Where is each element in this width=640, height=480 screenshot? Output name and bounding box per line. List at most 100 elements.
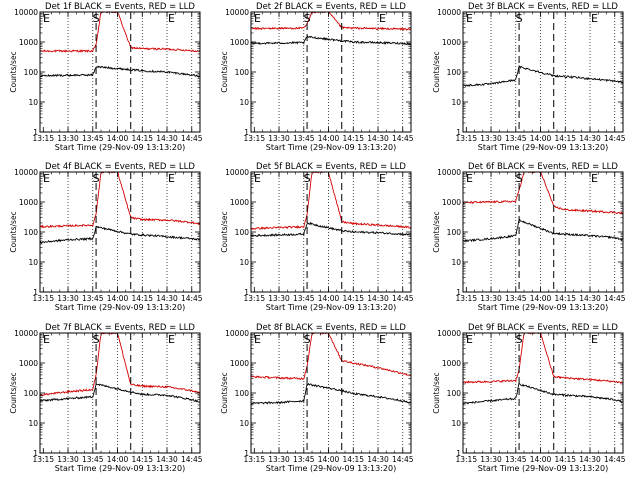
plot-title: Det 2f BLACK = Events, RED = LLD [256,2,406,12]
y-tick-label: 10 [451,258,461,267]
x-tick-label: 14:30 [579,455,601,464]
y-tick-label: 10000 [14,329,38,338]
y-tick-label: 10000 [225,168,249,177]
x-tick-label: 13:45 [82,294,104,303]
y-tick-label: 1000 [442,359,461,368]
y-tick-label: 10000 [437,168,461,177]
x-tick-label: 14:45 [392,455,414,464]
plot-title: Det 7f BLACK = Events, RED = LLD [45,323,195,333]
y-tick-label: 10 [28,98,38,107]
x-tick-label: 14:15 [131,455,153,464]
x-axis-label: Start Time (29-Nov-09 13:13:20) [266,143,396,152]
marker-label: S [304,172,311,185]
y-axis-label: Counts/sec [432,211,441,252]
series-events-line [463,218,623,243]
x-tick-label: 14:00 [107,455,129,464]
edge-label: E [466,172,473,185]
x-axis-label: Start Time (29-Nov-09 13:13:20) [55,143,185,152]
x-tick-label: 14:15 [131,294,153,303]
y-tick-label: 10000 [225,8,249,17]
edge-label: E [591,12,598,25]
x-tick-label: 13:30 [268,455,290,464]
x-tick-label: 14:30 [367,294,389,303]
x-tick-label: 13:15 [455,455,477,464]
series-lld-line [40,333,200,397]
edge-label: E [379,172,386,185]
x-tick-label: 13:45 [82,134,104,143]
y-axis-label: Counts/sec [432,51,441,92]
y-tick-label: 100 [235,228,250,237]
x-tick-label: 14:30 [579,294,601,303]
y-tick-label: 10000 [14,8,38,17]
x-tick-label: 14:00 [107,134,129,143]
y-tick-label: 100 [235,68,250,77]
marker-label: S [304,333,311,346]
x-tick-label: 14:00 [530,455,552,464]
x-tick-label: 13:15 [32,294,54,303]
edge-label: E [379,333,386,346]
x-tick-label: 14:45 [604,134,626,143]
axes-frame [462,332,624,454]
x-tick-label: 14:30 [156,134,178,143]
y-tick-label: 1000 [19,198,38,207]
x-tick-label: 14:00 [530,294,552,303]
axes-frame [39,11,201,133]
edge-label: E [379,12,386,25]
series-events-line [463,382,623,405]
y-axis-label: Counts/sec [9,211,18,252]
y-tick-label: 10000 [437,329,461,338]
series-lld-line [463,172,623,215]
y-tick-label: 1 [456,128,461,137]
y-tick-label: 10 [239,98,249,107]
edge-label: E [591,333,598,346]
x-tick-label: 13:30 [57,294,79,303]
x-tick-label: 13:15 [455,294,477,303]
edge-label: E [43,172,50,185]
y-tick-label: 10000 [437,8,461,17]
series-events-line [40,383,200,403]
y-tick-label: 10 [239,258,249,267]
y-tick-label: 100 [447,389,462,398]
x-tick-label: 13:30 [268,134,290,143]
y-tick-label: 10 [451,98,461,107]
plot-title: Det 5f BLACK = Events, RED = LLD [256,162,406,172]
y-axis-label: Counts/sec [220,372,229,413]
series-lld-line [251,12,411,31]
plot-title: Det 8f BLACK = Events, RED = LLD [256,323,406,333]
x-tick-label: 14:00 [318,455,340,464]
x-tick-label: 14:00 [530,134,552,143]
y-tick-label: 1000 [230,359,249,368]
y-tick-label: 1 [244,449,249,458]
y-tick-label: 10 [239,419,249,428]
y-tick-label: 10000 [225,329,249,338]
x-tick-label: 14:45 [604,294,626,303]
x-tick-label: 13:30 [268,294,290,303]
axes-frame [462,11,624,133]
x-axis-label: Start Time (29-Nov-09 13:13:20) [266,303,396,312]
x-tick-label: 13:45 [505,455,527,464]
plot-title: Det 3f BLACK = Events, RED = LLD [468,2,618,12]
y-tick-label: 1 [456,449,461,458]
x-tick-label: 13:30 [57,455,79,464]
series-events-line [251,35,411,46]
x-tick-label: 14:45 [392,294,414,303]
y-tick-label: 1 [244,128,249,137]
x-tick-label: 13:15 [243,294,265,303]
x-tick-label: 14:15 [342,134,364,143]
y-tick-label: 1000 [230,198,249,207]
marker-label: S [304,12,311,25]
edge-label: E [466,333,473,346]
y-tick-label: 100 [447,228,462,237]
x-tick-label: 13:30 [480,294,502,303]
x-tick-label: 14:15 [554,294,576,303]
series-events-line [251,221,411,237]
marker-label: S [516,172,523,185]
x-tick-label: 13:15 [455,134,477,143]
